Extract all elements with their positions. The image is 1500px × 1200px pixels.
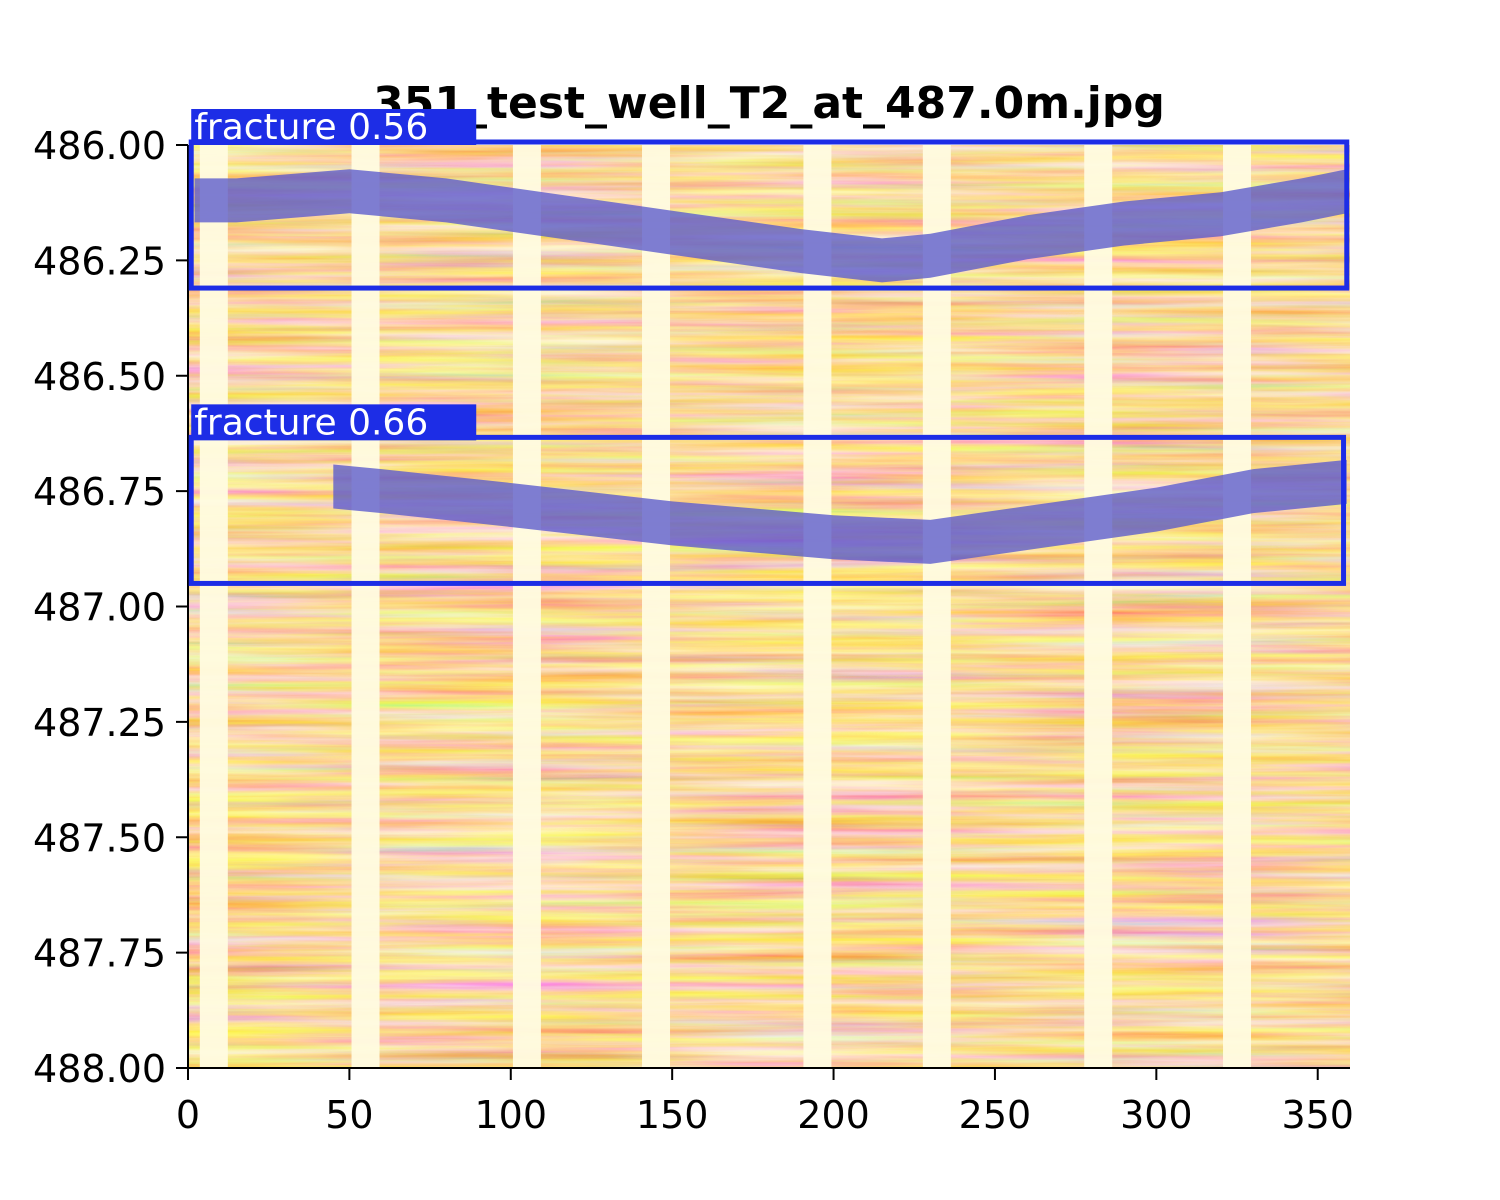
image-texture <box>188 145 1350 1068</box>
x-tick-label: 50 <box>325 1093 373 1137</box>
pad-gap-column <box>351 145 380 1068</box>
detection-label-background <box>191 404 477 441</box>
detection-box <box>188 139 1350 291</box>
pad-gap-column <box>512 145 541 1068</box>
pad-gap-column <box>199 145 228 1068</box>
x-tick-label: 150 <box>636 1093 709 1137</box>
y-tick-label: 486.75 <box>33 470 166 514</box>
x-tick-label: 0 <box>176 1093 200 1137</box>
y-tick-label: 487.25 <box>33 701 166 745</box>
y-axis-ticks: 486.00 486.25 486.50 486.75 487.00 487.25 487.… <box>33 124 188 1091</box>
y-tick-label: 487.75 <box>33 932 166 976</box>
pad-gaps <box>199 145 1252 1068</box>
x-tick-label: 350 <box>1281 1093 1354 1137</box>
pad-gap-column <box>1084 145 1113 1068</box>
y-tick-label: 487.00 <box>33 586 166 630</box>
detection-label: fracture 0.56 <box>194 107 428 148</box>
y-tick-label: 487.50 <box>33 816 166 860</box>
y-tick-label: 486.00 <box>33 124 166 168</box>
detection-fracture: fracture 0.56 <box>188 107 1350 291</box>
axes: 0 50 100 150 200 250 300 350 486.00 486.25 486.50… <box>33 124 1354 1137</box>
detection-label: fracture 0.66 <box>194 402 428 443</box>
detection-fracture: fracture 0.66 <box>188 402 1347 586</box>
y-tick-label: 488.00 <box>33 1047 166 1091</box>
pad-gap-column <box>642 145 671 1068</box>
pad-gap-column <box>922 145 951 1068</box>
detections: fracture 0.56 fracture 0.66 <box>188 107 1350 586</box>
chart-title: 351_test_well_T2_at_487.0m.jpg <box>373 78 1165 129</box>
detection-box <box>188 434 1347 586</box>
y-tick-label: 486.50 <box>33 355 166 399</box>
x-tick-label: 300 <box>1120 1093 1193 1137</box>
fracture-mask <box>194 169 1347 283</box>
x-tick-label: 200 <box>797 1093 870 1137</box>
fracture-mask <box>333 459 1347 564</box>
borehole-image <box>188 145 1350 1068</box>
x-tick-label: 100 <box>475 1093 548 1137</box>
pad-gap-column <box>1223 145 1252 1068</box>
x-tick-label: 250 <box>959 1093 1032 1137</box>
fracture-masks <box>194 169 1347 564</box>
pad-gap-column <box>803 145 832 1068</box>
detection-label-background <box>191 109 477 145</box>
x-axis-ticks: 0 50 100 150 200 250 300 350 <box>176 1068 1354 1137</box>
y-tick-label: 486.25 <box>33 239 166 283</box>
